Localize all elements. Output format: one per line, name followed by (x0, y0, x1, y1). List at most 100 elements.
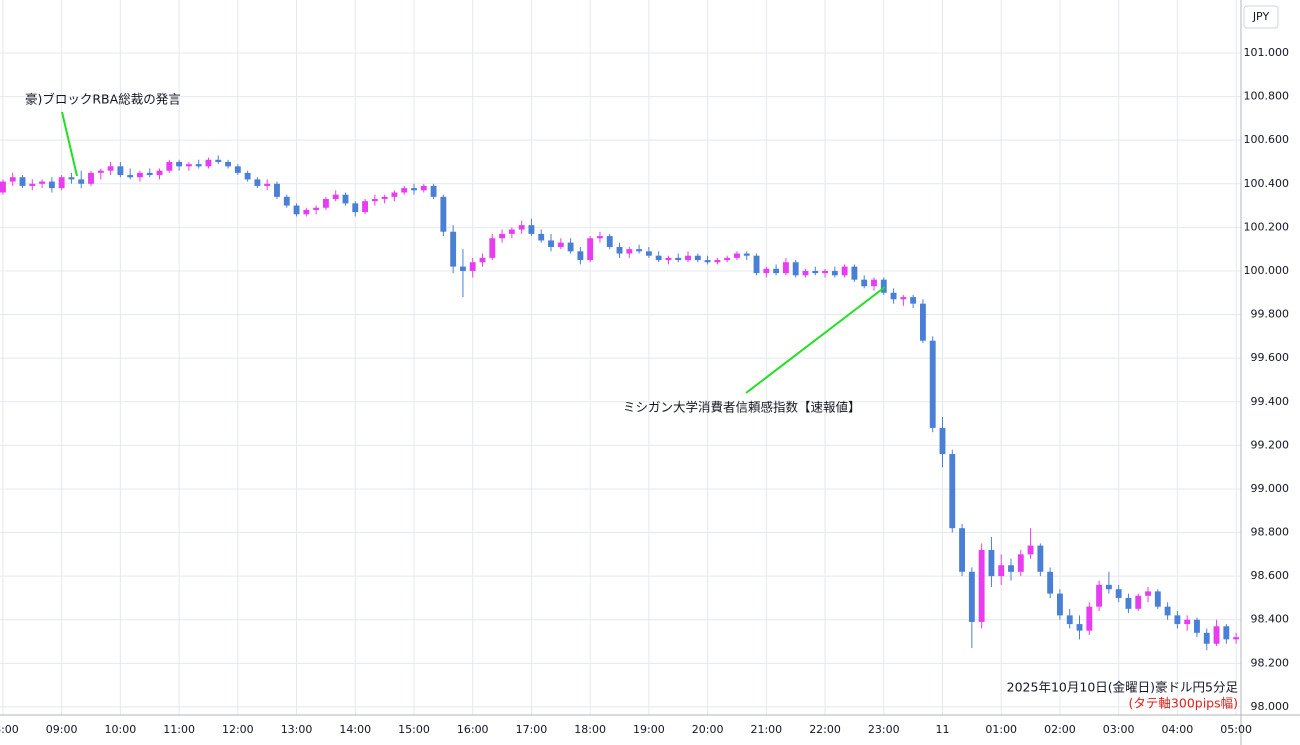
candle-body (978, 549, 985, 622)
x-tick-label: 04:00 (1162, 723, 1194, 736)
candle-body (587, 238, 594, 261)
candle-body (1125, 597, 1132, 609)
candle-body (753, 255, 760, 274)
x-tick-label: 11:00 (163, 723, 195, 736)
candle-body (29, 183, 36, 186)
candle-body (381, 196, 388, 200)
candle-body (724, 257, 731, 261)
x-tick-label: 20:00 (692, 723, 724, 736)
candle-body (851, 266, 858, 280)
candle-body (371, 199, 378, 202)
candle-body (616, 246, 623, 254)
candle-body (528, 225, 535, 234)
currency-label: JPY (1252, 10, 1270, 23)
candle-body (645, 251, 652, 256)
y-tick-label: 98.200 (1251, 656, 1290, 669)
candle-body (1027, 545, 1034, 555)
candle-body (968, 571, 975, 622)
y-tick-label: 99.200 (1251, 438, 1290, 451)
candle-body (215, 159, 222, 162)
candle-body (479, 257, 486, 263)
candle-body (0, 181, 6, 193)
x-tick-label: 09:00 (46, 723, 78, 736)
candle-body (156, 170, 163, 176)
annotation: ミシガン大学消費者信頼感指数【速報値】 (623, 400, 861, 415)
candle-body (450, 231, 457, 267)
x-tick-label: 21:00 (750, 723, 782, 736)
candle-body (362, 201, 368, 213)
candle-body (39, 181, 46, 184)
candle-body (274, 183, 280, 197)
candle-body (655, 255, 662, 261)
y-tick-label: 100.800 (1244, 90, 1290, 103)
candle-body (137, 172, 143, 178)
candle-body (538, 233, 545, 241)
candle-body (88, 172, 94, 184)
x-tick-label: 17:00 (516, 723, 548, 736)
x-tick-label: 11 (935, 723, 949, 736)
candle-body (1203, 632, 1210, 644)
x-tick-label: 08:00 (0, 723, 19, 736)
candle-body (1076, 624, 1083, 631)
x-tick-label: 10:00 (105, 723, 137, 736)
y-tick-label: 99.600 (1251, 351, 1290, 364)
candle-body (19, 177, 26, 186)
candle-body (225, 161, 231, 167)
candle-body (1105, 584, 1112, 590)
candle-body (244, 172, 251, 180)
candle-body (332, 194, 339, 200)
candle-body (1086, 606, 1093, 631)
candle-body (1194, 619, 1200, 633)
candle-body (1233, 637, 1240, 640)
candle-body (401, 188, 408, 193)
candle-body (743, 253, 750, 256)
candle-body (48, 181, 55, 189)
y-tick-label: 99.000 (1251, 482, 1290, 495)
y-tick-label: 99.400 (1251, 395, 1290, 408)
candle-body (352, 203, 359, 213)
candle-body (117, 166, 124, 176)
y-tick-label: 100.000 (1244, 264, 1290, 277)
y-tick-label: 101.000 (1244, 46, 1290, 59)
candle-body (675, 257, 682, 261)
candle-body (97, 170, 104, 173)
x-tick-label: 15:00 (398, 723, 430, 736)
candle-body (58, 177, 65, 189)
candle-body (1057, 593, 1063, 616)
candle-body (303, 209, 310, 215)
candle-body (440, 196, 447, 232)
candle-body (411, 188, 417, 191)
x-tick-label: 19:00 (633, 723, 665, 736)
candle-body (802, 270, 809, 276)
x-axis: 08:00 09:00 10:00 11:00 12:00 13:00 14:00 15:00… (0, 723, 1252, 736)
candle-body (880, 279, 887, 293)
annotation-line (61, 111, 78, 177)
x-tick-label: 23:00 (868, 723, 900, 736)
candle-body (1047, 571, 1054, 594)
candle-body (234, 166, 241, 173)
candle-body (822, 270, 828, 274)
candle-body (1096, 584, 1103, 607)
candle-body (469, 262, 476, 271)
candle-body (1164, 606, 1171, 616)
candle-body (1213, 626, 1220, 644)
candle-body (548, 240, 554, 247)
candle-body (499, 233, 506, 239)
y-tick-label: 99.800 (1251, 308, 1290, 321)
y-tick-label: 98.600 (1251, 569, 1290, 582)
candle-body (831, 270, 838, 276)
candle-body (322, 199, 329, 208)
candle-body (988, 549, 995, 577)
candle-body (293, 205, 300, 215)
x-tick-label: 14:00 (339, 723, 371, 736)
candle-body (890, 292, 897, 300)
candle-body (636, 249, 643, 252)
subtitle: 2025年10月10日(金曜日)豪ドル円5分足 (1007, 680, 1239, 695)
candle-body (665, 257, 672, 261)
annotation-line (745, 286, 886, 394)
y-tick-label: 98.000 (1251, 700, 1290, 713)
candle-body (606, 236, 613, 247)
candle-body (9, 177, 16, 182)
candle-body (107, 166, 114, 171)
candle-body (919, 303, 926, 341)
